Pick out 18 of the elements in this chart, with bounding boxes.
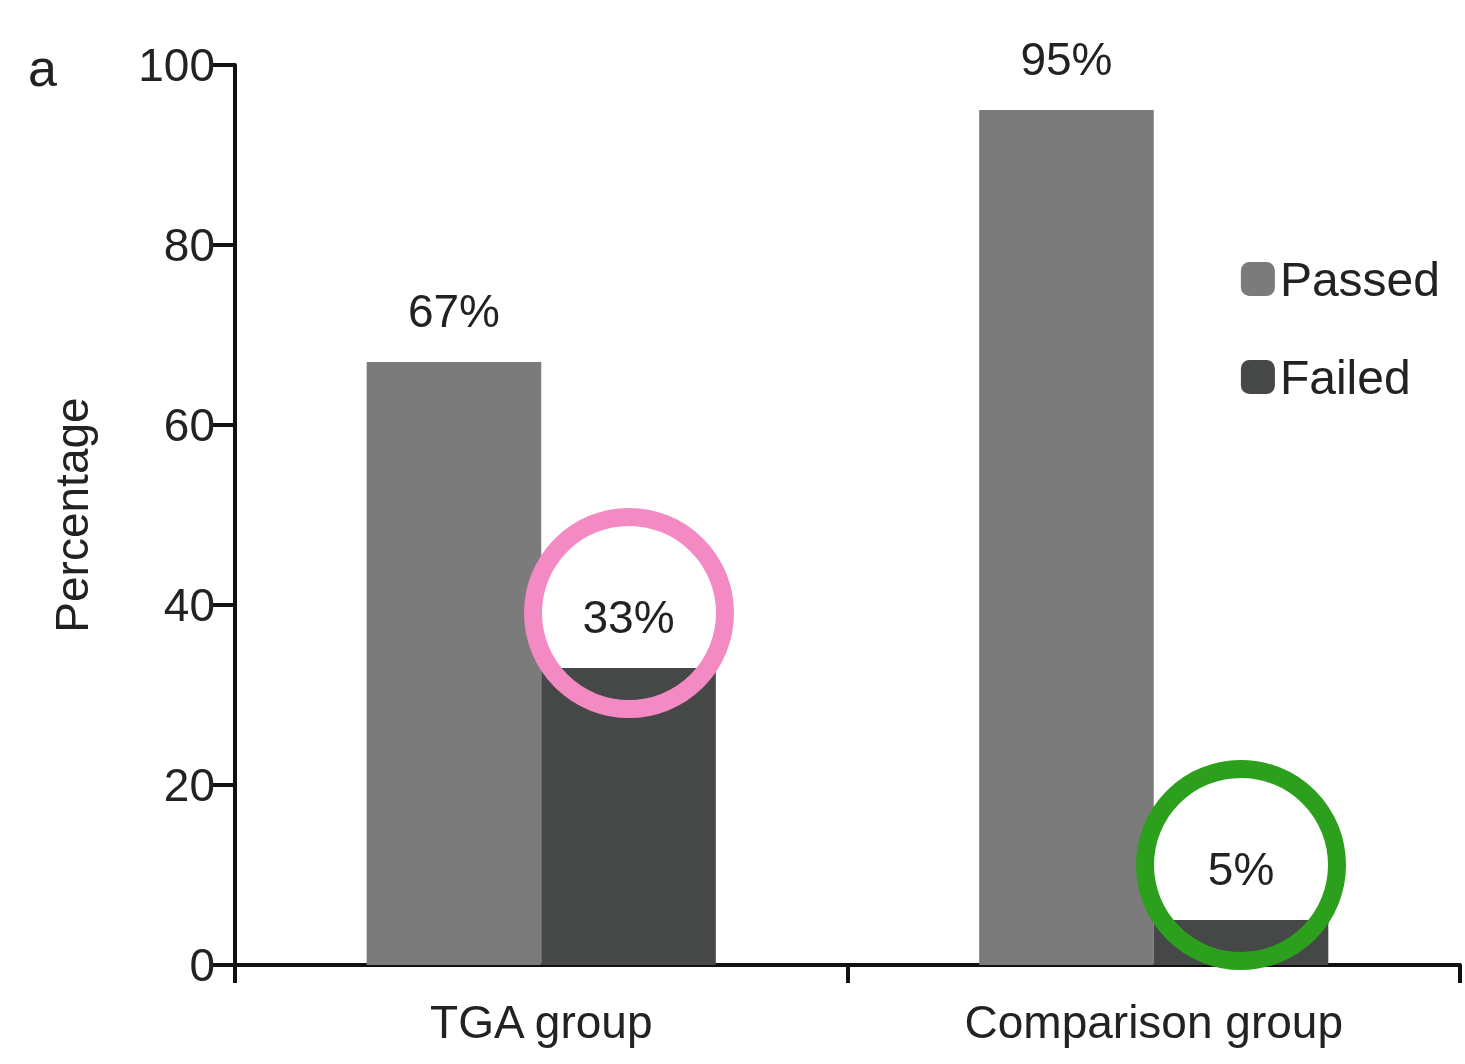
y-tick-label: 100 (138, 39, 215, 91)
y-tick-label: 60 (163, 399, 215, 451)
y-tick-label: 80 (163, 219, 215, 271)
legend-label: Passed (1279, 252, 1441, 306)
x-tick-label: Comparison group (964, 996, 1343, 1048)
bar (366, 362, 542, 965)
data-label: 5% (1207, 843, 1275, 895)
y-tick-label: 40 (163, 579, 215, 631)
legend-label: Failed (1279, 350, 1411, 404)
data-label: 67% (407, 285, 501, 337)
data-label: 95% (1020, 33, 1113, 85)
y-axis-title: Percentage (46, 397, 98, 633)
bar (979, 110, 1154, 965)
y-tick-label: 20 (163, 759, 215, 811)
y-tick-label: 0 (189, 939, 215, 991)
data-label: 33% (582, 591, 675, 643)
text: a (28, 38, 57, 98)
x-tick-label: TGA group (430, 996, 653, 1048)
